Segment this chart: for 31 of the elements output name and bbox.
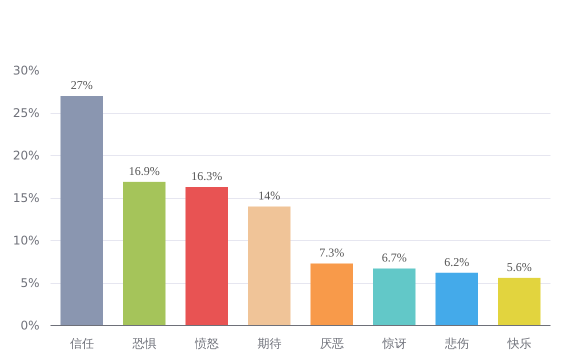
data-label: 14%: [258, 188, 280, 202]
data-label: 6.2%: [444, 254, 470, 269]
y-tick-label: 5%: [20, 276, 40, 290]
bar: [498, 278, 540, 326]
bar: [310, 263, 353, 326]
x-tick-label: 愤怒: [194, 336, 219, 350]
bar: [186, 186, 228, 326]
x-tick-label: 厌恶: [320, 336, 344, 350]
y-tick-label: 10%: [12, 234, 40, 248]
y-tick-label: 20%: [12, 148, 40, 162]
bar: [373, 268, 416, 326]
x-tick-label: 恐惧: [131, 336, 156, 350]
bar: [436, 272, 478, 326]
y-tick-label: 15%: [12, 191, 40, 205]
bar: [60, 96, 103, 326]
x-tick-label: 期待: [257, 336, 282, 350]
bar: [123, 182, 166, 326]
y-tick-label: 30%: [12, 64, 40, 78]
y-tick-label: 0%: [20, 318, 40, 332]
data-label: 5.6%: [506, 260, 532, 274]
data-label: 7.3%: [319, 245, 344, 260]
x-tick-label: 快乐: [506, 336, 532, 350]
bar: [248, 206, 290, 326]
y-tick-label: 25%: [12, 106, 40, 120]
x-tick-label: 信任: [70, 336, 94, 350]
data-label: 6.7%: [382, 250, 407, 265]
data-label: 27%: [70, 78, 93, 92]
data-label: 16.3%: [191, 168, 222, 183]
x-tick-label: 惊讶: [381, 336, 406, 350]
data-label: 16.9%: [128, 164, 160, 178]
x-tick-label: 悲伤: [444, 336, 469, 350]
